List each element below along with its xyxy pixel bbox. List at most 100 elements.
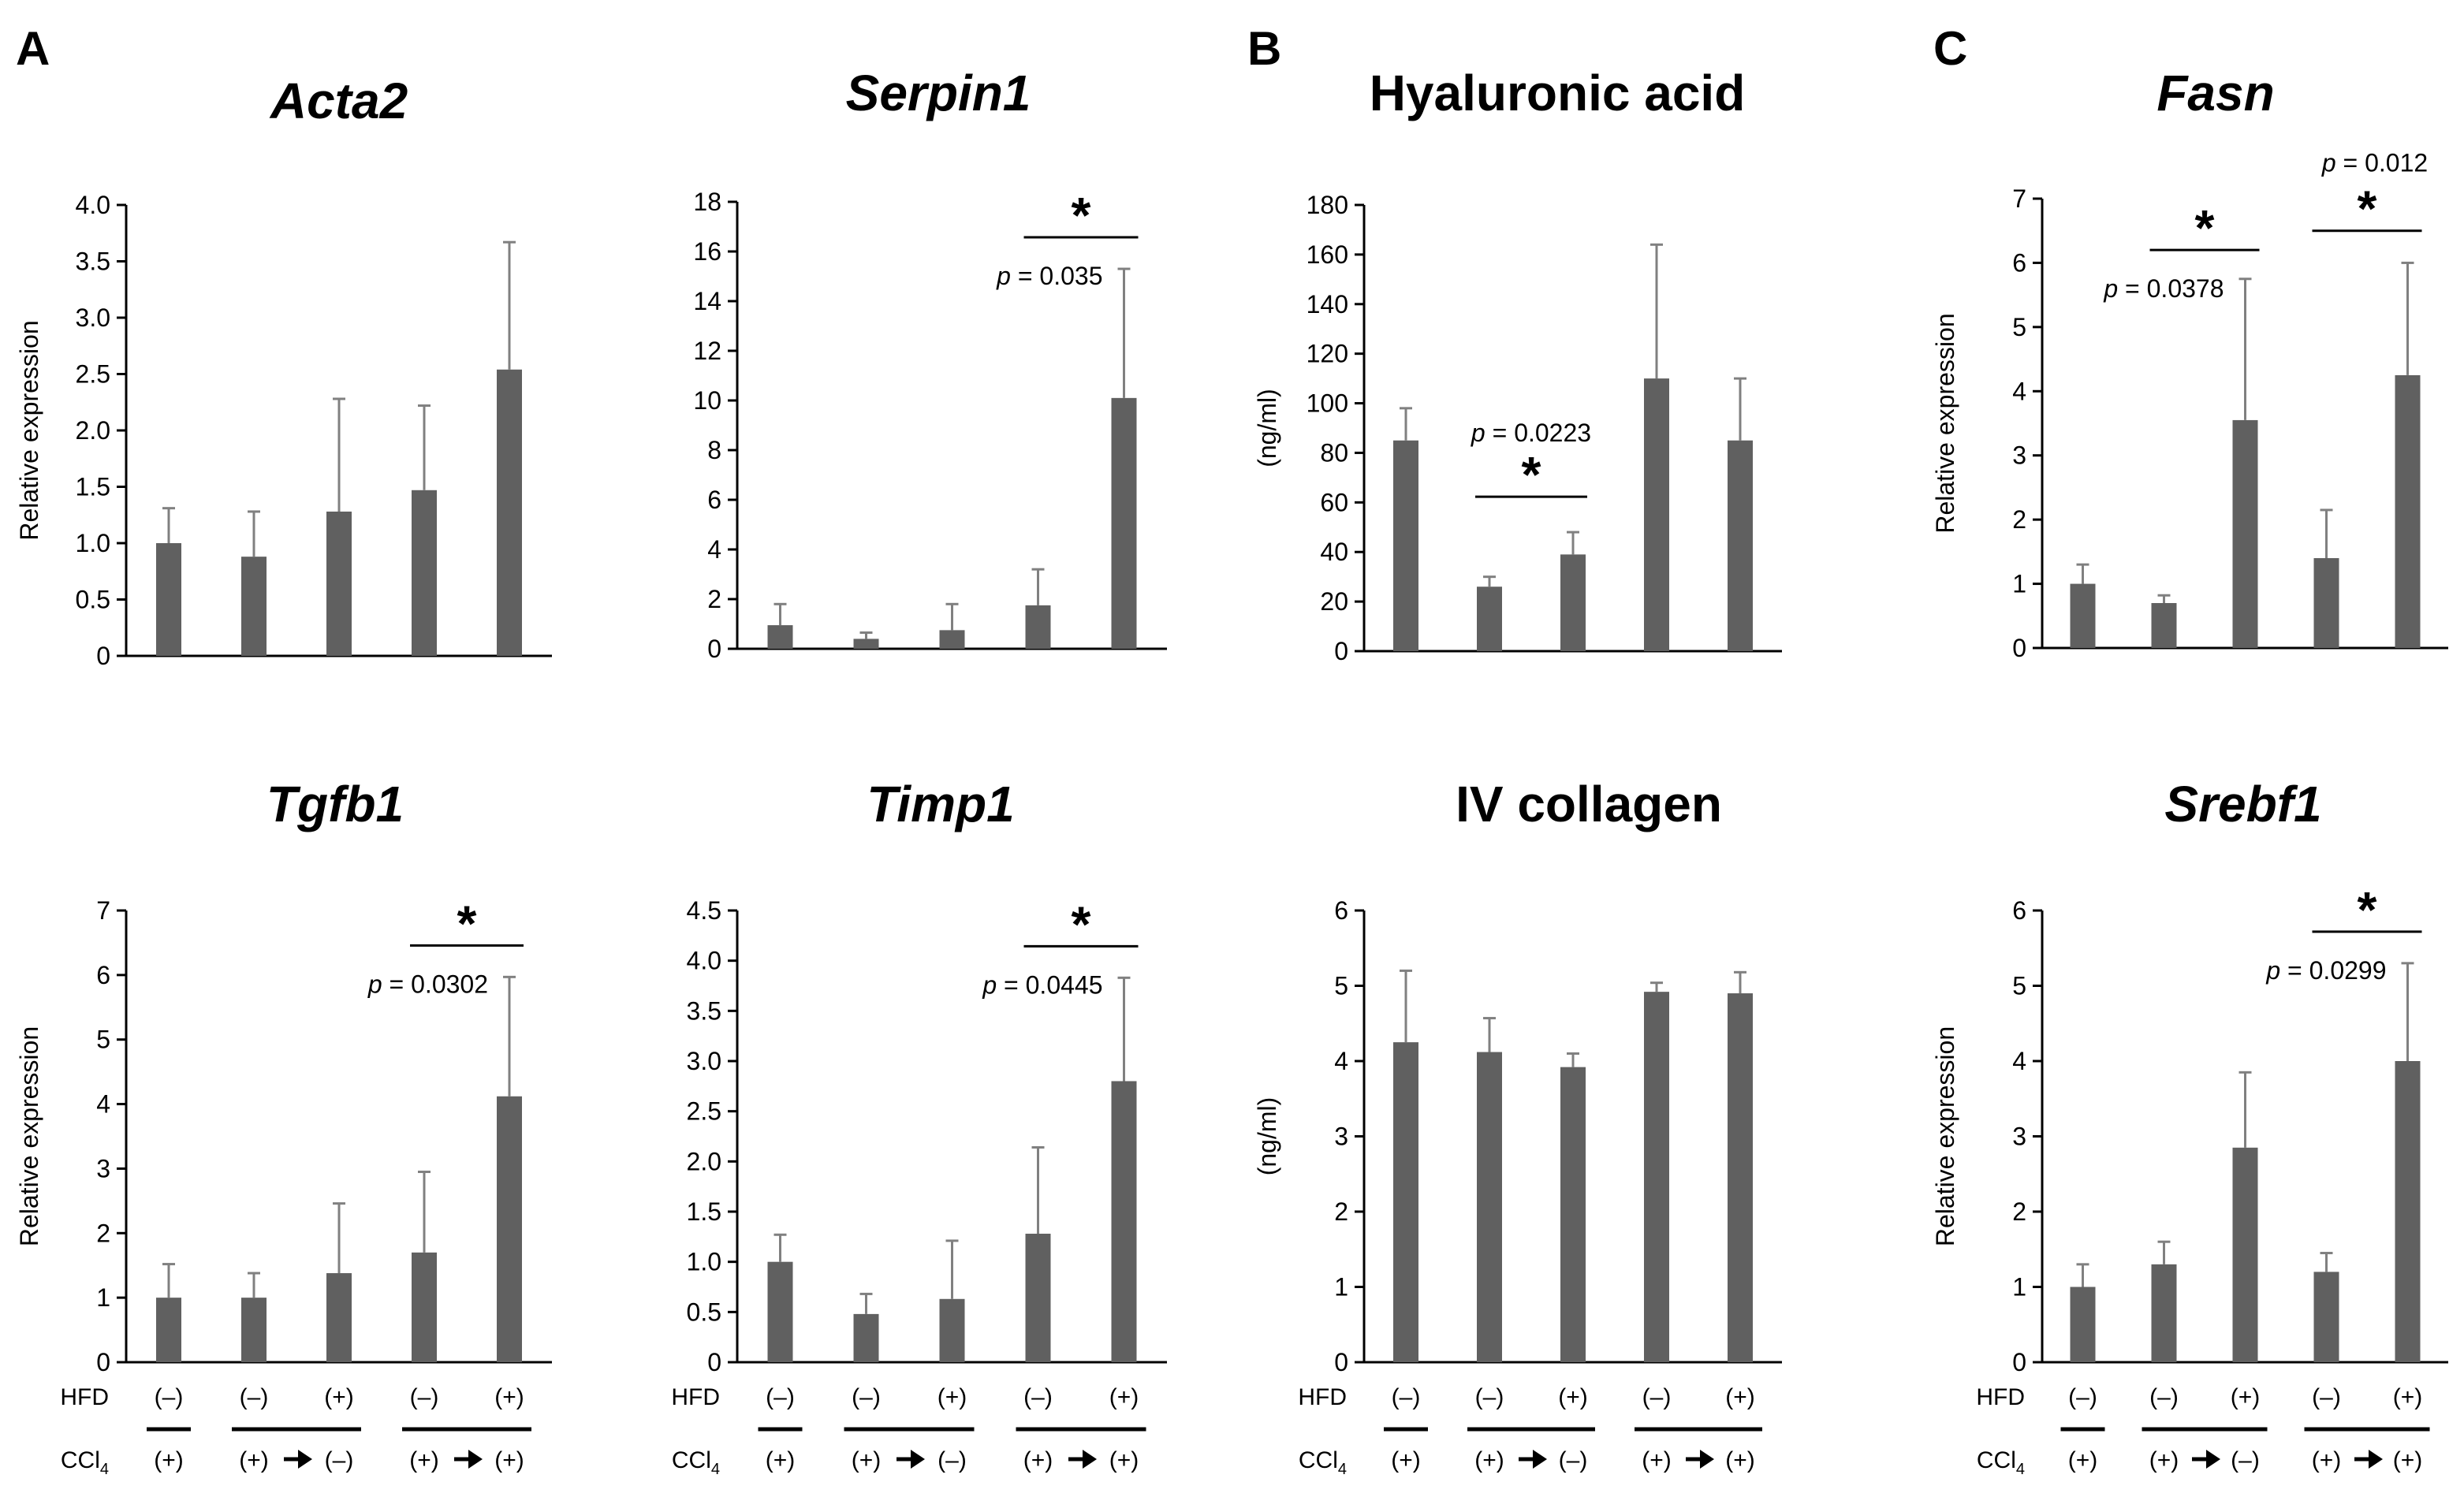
y-tick-label: 6 bbox=[2012, 248, 2026, 277]
y-tick-label: 40 bbox=[1320, 538, 1348, 566]
chart-tgfb1: Tgfb1 Relative expression 0 1 2 3 4 5 6 7 * p = 0.0… bbox=[15, 776, 552, 1376]
hfd-value: (+) bbox=[2393, 1384, 2423, 1410]
bar bbox=[241, 557, 267, 656]
bar bbox=[156, 1298, 181, 1362]
chart-title: Acta2 bbox=[269, 73, 408, 129]
hfd-label: HFD bbox=[1976, 1384, 2025, 1410]
ccl4-value: (+) bbox=[1474, 1447, 1504, 1473]
hfd-value: (–) bbox=[852, 1384, 881, 1410]
y-tick-label: 0 bbox=[1334, 1348, 1348, 1376]
y-tick-label: 1 bbox=[96, 1283, 110, 1312]
ccl4-value: (–) bbox=[2231, 1447, 2260, 1473]
y-tick-label: 16 bbox=[693, 237, 721, 266]
group-labels-srebf1: HFD CCl4 (–) (–) (+) (–) (+) (+) (+) (–) (+) (+) bbox=[1976, 1384, 2430, 1478]
y-tick-label: 140 bbox=[1307, 290, 1348, 318]
hfd-value: (+) bbox=[2231, 1384, 2261, 1410]
y-tick-label: 3 bbox=[2012, 1123, 2026, 1151]
significance-star: * bbox=[2195, 199, 2215, 256]
bar bbox=[1025, 1234, 1051, 1362]
y-tick-label: 1 bbox=[2012, 570, 2026, 598]
y-tick-label: 3 bbox=[2012, 441, 2026, 470]
group-labels-ivcollagen: HFD CCl4 (–) (–) (+) (–) (+) (+) (+) (–) (+) (+) bbox=[1298, 1384, 1762, 1478]
y-tick-label: 120 bbox=[1307, 340, 1348, 368]
hfd-value: (–) bbox=[410, 1384, 439, 1410]
ccl4-value: (+) bbox=[239, 1447, 269, 1473]
y-tick-label: 3.0 bbox=[76, 303, 110, 332]
ccl4-value: (+) bbox=[1023, 1447, 1053, 1473]
y-tick-label: 160 bbox=[1307, 240, 1348, 269]
hfd-value: (+) bbox=[1558, 1384, 1588, 1410]
y-tick-label: 4.5 bbox=[687, 896, 721, 925]
arrow-head bbox=[1083, 1450, 1097, 1469]
chart-fasn: Fasn Relative expression 0 1 2 3 4 5 6 7 * p = 0.03… bbox=[1931, 65, 2448, 662]
panel-letter-a: A bbox=[16, 22, 50, 75]
ccl4-value: (+) bbox=[2393, 1447, 2423, 1473]
y-tick-label: 2 bbox=[96, 1219, 110, 1247]
bar bbox=[1477, 587, 1502, 651]
bar bbox=[2070, 1287, 2096, 1362]
y-tick-label: 1 bbox=[2012, 1273, 2026, 1301]
y-tick-label: 6 bbox=[1334, 896, 1348, 925]
bar bbox=[2232, 1147, 2258, 1362]
y-tick-label: 2.0 bbox=[76, 416, 110, 445]
right-arrow-icon bbox=[1519, 1450, 1547, 1469]
bar bbox=[1728, 993, 1753, 1362]
chart-title: Serpin1 bbox=[846, 65, 1031, 121]
y-axis-label: Relative expression bbox=[1931, 1026, 1959, 1246]
bar bbox=[1728, 440, 1753, 651]
bar bbox=[241, 1298, 267, 1362]
hfd-value: (–) bbox=[155, 1384, 184, 1410]
y-tick-label: 5 bbox=[2012, 313, 2026, 341]
right-arrow-icon bbox=[284, 1450, 312, 1469]
bar bbox=[1644, 378, 1669, 651]
bar bbox=[497, 1096, 522, 1362]
ccl4-subscript: 4 bbox=[711, 1461, 720, 1478]
chart-title: Fasn bbox=[2156, 65, 2274, 121]
bar bbox=[412, 1252, 437, 1362]
bar bbox=[1560, 554, 1586, 651]
ccl4-label: CCl4 bbox=[61, 1447, 109, 1478]
y-tick-label: 100 bbox=[1307, 389, 1348, 418]
hfd-value: (+) bbox=[324, 1384, 354, 1410]
y-tick-label: 0 bbox=[2012, 634, 2026, 662]
y-axis-label: Relative expression bbox=[1931, 313, 1959, 533]
p-value-label: p = 0.0378 bbox=[2103, 274, 2224, 303]
right-arrow-icon bbox=[2192, 1450, 2220, 1469]
p-value-label: p = 0.0302 bbox=[367, 970, 488, 998]
ccl4-value: (+) bbox=[494, 1447, 524, 1473]
p-value-text: = 0.0299 bbox=[2280, 956, 2386, 985]
significance-star: * bbox=[1072, 896, 1091, 952]
bar bbox=[1111, 1081, 1137, 1362]
chart-srebf1: Srebf1 Relative expression 0 1 2 3 4 5 6 * p = 0.0… bbox=[1931, 776, 2448, 1376]
y-tick-label: 7 bbox=[96, 896, 110, 925]
hfd-value: (+) bbox=[1109, 1384, 1139, 1410]
y-tick-label: 2 bbox=[1334, 1197, 1348, 1226]
ccl4-value: (+) bbox=[409, 1447, 439, 1473]
y-tick-label: 0 bbox=[96, 1348, 110, 1376]
y-tick-label: 4.0 bbox=[76, 191, 110, 219]
y-axis-label: Relative expression bbox=[15, 1026, 43, 1246]
y-axis-label: Relative expression bbox=[15, 320, 43, 540]
y-tick-label: 4 bbox=[2012, 377, 2026, 405]
panel-letter-c: C bbox=[1933, 22, 1967, 75]
ccl4-subscript: 4 bbox=[2016, 1461, 2025, 1478]
y-tick-label: 6 bbox=[707, 486, 721, 514]
bar bbox=[2395, 1061, 2421, 1362]
bar bbox=[1393, 440, 1418, 651]
hfd-value: (+) bbox=[494, 1384, 524, 1410]
p-symbol: p bbox=[996, 262, 1011, 290]
y-tick-label: 3.5 bbox=[687, 996, 721, 1025]
p-symbol: p bbox=[2321, 149, 2336, 177]
hfd-value: (–) bbox=[766, 1384, 795, 1410]
chart-title: Srebf1 bbox=[2164, 776, 2321, 832]
p-value-text: = 0.012 bbox=[2336, 149, 2429, 177]
chart-ivcollagen: IV collagen (ng/ml) 0 1 2 3 4 5 6 bbox=[1253, 776, 1782, 1376]
p-value-text: = 0.0302 bbox=[382, 970, 488, 998]
y-tick-label: 10 bbox=[693, 386, 721, 415]
p-symbol: p bbox=[982, 970, 997, 999]
y-tick-label: 4 bbox=[1334, 1047, 1348, 1075]
ccl4-value: (–) bbox=[325, 1447, 354, 1473]
charts-layer: Acta2 Relative expression 0 0.5 1.0 1.5 2.0 2.5… bbox=[15, 65, 2448, 1376]
y-axis-label: (ng/ml) bbox=[1253, 1097, 1281, 1176]
